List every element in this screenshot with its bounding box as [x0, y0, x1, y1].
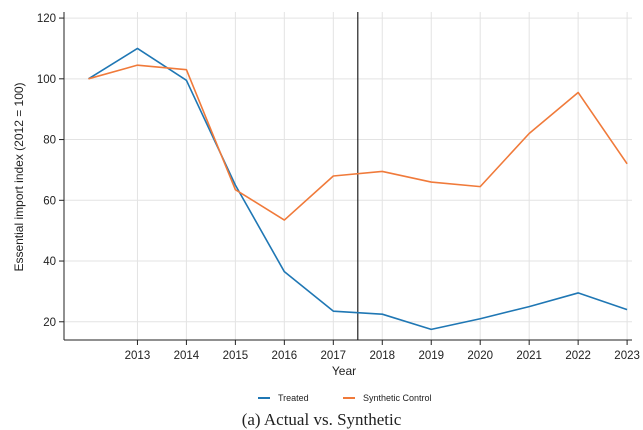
x-tick-label-2016: 2016 — [272, 350, 298, 362]
x-axis-label: Year — [332, 364, 356, 378]
x-tick-label-2015: 2015 — [223, 350, 249, 362]
figure-caption: (a) Actual vs. Synthetic — [241, 410, 402, 429]
series-layer — [88, 12, 628, 340]
y-tick-label-60: 60 — [43, 195, 56, 207]
legend-label-1: Synthetic Control — [363, 393, 432, 403]
y-axis-label: Essential import index (2012 = 100) — [12, 82, 26, 271]
y-tick-label-120: 120 — [37, 13, 56, 25]
x-tick-label-2014: 2014 — [174, 350, 200, 362]
x-tick-label-2013: 2013 — [125, 350, 151, 362]
series-line-1 — [88, 64, 628, 221]
y-tick-label-40: 40 — [43, 256, 56, 268]
x-tick-label-2019: 2019 — [418, 350, 444, 362]
y-tick-label-80: 80 — [43, 135, 56, 147]
legend-label-0: Treated — [278, 393, 309, 403]
axes — [59, 12, 632, 345]
x-tick-label-2020: 2020 — [467, 350, 493, 362]
x-tick-label-2017: 2017 — [321, 350, 347, 362]
y-tick-label-20: 20 — [43, 317, 56, 329]
series-line-0 — [88, 47, 628, 331]
tick-labels: 20 40 60 80 100 120 2013 2014 2015 2016 2017 2018 20… — [37, 13, 640, 362]
x-tick-label-2021: 2021 — [516, 350, 542, 362]
x-tick-label-2023: 2023 — [614, 350, 640, 362]
legend: Treated Synthetic Control — [258, 393, 432, 403]
x-tick-label-2018: 2018 — [369, 350, 395, 362]
x-tick-label-2022: 2022 — [565, 350, 591, 362]
gridlines — [64, 12, 632, 340]
y-tick-label-100: 100 — [37, 74, 56, 86]
